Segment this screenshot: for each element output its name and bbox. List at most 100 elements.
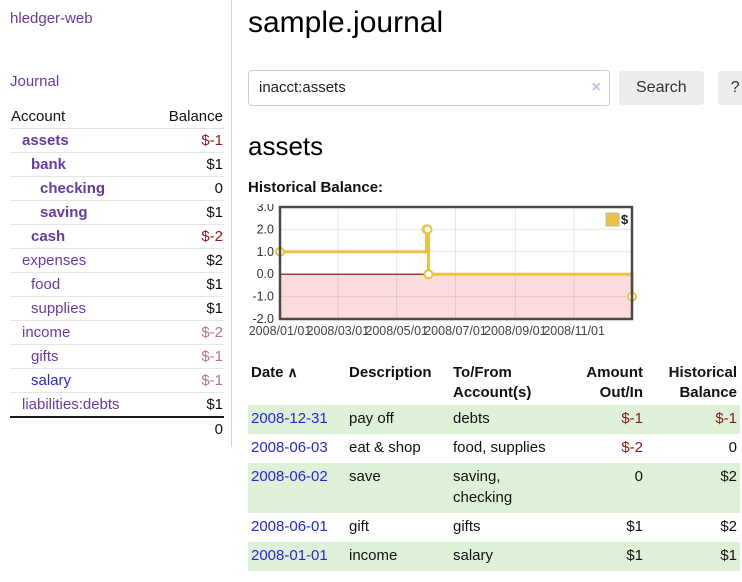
historical-balance-chart: 3.0 2.0 1.0 0.0 -1.0 -2.0 2008/01/01 2008/03/01…: [248, 200, 640, 340]
account-link-supplies[interactable]: supplies: [31, 300, 87, 317]
svg-text:-1.0: -1.0: [252, 289, 274, 303]
accounts-total-row: 0: [10, 416, 224, 441]
svg-text:2008/11/01: 2008/11/01: [543, 324, 605, 338]
account-balance: $-2: [151, 224, 224, 249]
main-content: sample.journal × Search ? assets Histori…: [232, 0, 742, 571]
transaction-balance: $-1: [715, 410, 737, 427]
accounts-total-value: 0: [10, 416, 224, 441]
search-input-wrap: ×: [248, 69, 610, 106]
register-header-date[interactable]: Date ∧: [251, 363, 298, 381]
account-link-checking[interactable]: checking: [40, 180, 106, 197]
account-balance: $1: [151, 152, 224, 177]
sidebar-account-row: food $1: [10, 272, 224, 297]
svg-text:2.0: 2.0: [257, 222, 274, 236]
transaction-accounts: saving, checking: [453, 467, 513, 507]
sidebar-account-row: cash $-2: [10, 224, 224, 249]
register-header-accounts: To/From Account(s): [453, 363, 532, 401]
transaction-date-link[interactable]: 2008-06-02: [251, 467, 328, 485]
transaction-date-link[interactable]: 2008-06-01: [251, 518, 328, 535]
account-balance: 0: [151, 176, 224, 201]
transaction-amount: $-2: [621, 438, 643, 456]
transaction-description: gift: [349, 518, 370, 535]
svg-text:2008/07/01: 2008/07/01: [424, 324, 487, 338]
account-heading: assets: [248, 130, 324, 161]
transaction-balance: 0: [728, 438, 737, 456]
svg-text:0.0: 0.0: [257, 267, 274, 281]
account-balance: $1: [151, 200, 224, 225]
accounts-header-account: Account: [10, 105, 152, 129]
transaction-accounts: food, supplies: [453, 438, 546, 456]
register-row: 2008-06-02 save saving, checking 0 $2: [248, 462, 740, 513]
sidebar-account-row: supplies $1: [10, 296, 224, 321]
transaction-date-link[interactable]: 2008-06-03: [251, 438, 328, 456]
sidebar: hledger-web Journal Account Balance asse…: [0, 0, 232, 447]
account-link-expenses[interactable]: expenses: [22, 252, 87, 269]
search-button[interactable]: Search: [619, 70, 704, 105]
transaction-amount: $1: [626, 546, 643, 564]
account-link-income[interactable]: income: [22, 324, 71, 341]
sidebar-account-row: assets $-1: [10, 129, 224, 153]
register-header-balance: Historical Balance: [668, 363, 737, 401]
account-balance: $-1: [151, 368, 224, 393]
transaction-date-link[interactable]: 2008-01-01: [251, 546, 328, 564]
app-title-link[interactable]: hledger-web: [10, 10, 93, 27]
sidebar-account-row: checking 0: [10, 176, 224, 201]
svg-text:2008/09/01: 2008/09/01: [484, 324, 547, 338]
sidebar-item-journal[interactable]: Journal: [10, 73, 60, 90]
transaction-description: pay off: [349, 410, 394, 427]
transaction-accounts: salary: [453, 546, 494, 564]
sidebar-account-row: expenses $2: [10, 248, 224, 273]
svg-text:2008/03/01: 2008/03/01: [307, 324, 370, 338]
svg-text:$: $: [621, 212, 629, 227]
account-link-assets[interactable]: assets: [22, 132, 69, 149]
register-row: 2008-12-31 pay off debts $-1 $-1: [248, 405, 740, 434]
transaction-description: income: [349, 546, 398, 564]
search-input[interactable]: [248, 69, 610, 106]
transaction-balance: $2: [720, 518, 737, 535]
transaction-balance: $1: [720, 546, 737, 564]
sidebar-account-row: income $-2: [10, 320, 224, 345]
register-row: 2008-01-01 income salary $1 $1: [248, 541, 740, 571]
account-link-cash[interactable]: cash: [31, 228, 66, 245]
svg-text:2008/01/01: 2008/01/01: [249, 324, 312, 338]
account-balance: $1: [151, 296, 224, 321]
account-balance: $1: [151, 272, 224, 297]
register-header-description: Description: [349, 363, 432, 381]
page-title: sample.journal: [248, 6, 444, 39]
transaction-amount: $1: [626, 518, 643, 535]
help-button[interactable]: ?: [717, 70, 742, 105]
account-balance: $2: [151, 248, 224, 273]
account-link-liabilities-debts[interactable]: liabilities:debts: [22, 396, 120, 413]
register-header-row: Date ∧ Description To/From Account(s) Amo…: [248, 361, 740, 406]
transaction-balance: $2: [720, 467, 737, 485]
register-table: Date ∧ Description To/From Account(s) Amo…: [248, 361, 740, 571]
account-link-bank[interactable]: bank: [31, 156, 67, 173]
accounts-table: Account Balance assets $-1 bank $1 checking 0…: [10, 105, 224, 441]
account-link-salary[interactable]: salary: [31, 372, 72, 389]
accounts-header-balance: Balance: [151, 105, 224, 129]
svg-text:-2.0: -2.0: [252, 312, 274, 326]
clear-search-icon[interactable]: ×: [591, 78, 601, 96]
transaction-accounts: debts: [453, 410, 490, 427]
svg-text:3.0: 3.0: [257, 204, 274, 214]
account-link-saving[interactable]: saving: [40, 204, 88, 221]
accounts-table-header: Account Balance: [10, 105, 224, 129]
sidebar-account-row: salary $-1: [10, 368, 224, 393]
transaction-amount: $-1: [621, 410, 643, 427]
transaction-date-link[interactable]: 2008-12-31: [251, 410, 328, 427]
register-header-amount: Amount Out/In: [586, 363, 643, 401]
account-link-gifts[interactable]: gifts: [31, 348, 59, 365]
account-link-food[interactable]: food: [31, 276, 61, 293]
sort-ascending-icon: ∧: [287, 363, 298, 380]
account-balance: $1: [151, 392, 224, 417]
sidebar-account-row: gifts $-1: [10, 344, 224, 369]
transaction-description: eat & shop: [349, 438, 421, 456]
account-balance: $-1: [201, 132, 223, 149]
chart-svg: 3.0 2.0 1.0 0.0 -1.0 -2.02008/01/012008/03/01…: [249, 200, 637, 338]
chart-title: Historical Balance:: [248, 178, 384, 196]
account-balance: $-2: [151, 320, 224, 345]
sidebar-account-row: saving $1: [10, 200, 224, 225]
search-row: × Search ?: [248, 69, 742, 106]
transaction-accounts: gifts: [453, 518, 481, 535]
